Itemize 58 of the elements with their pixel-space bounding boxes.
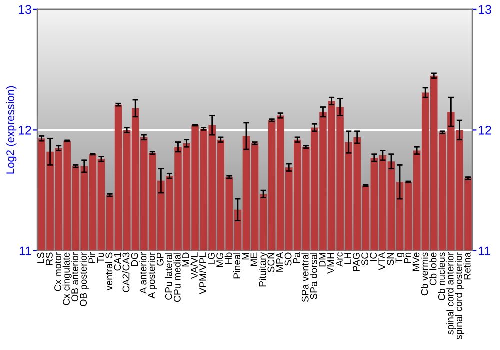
x-tick-label: A anterior	[140, 252, 147, 294]
x-tick-label: SC	[362, 252, 368, 266]
x-tick-label: SPa ventral	[302, 252, 309, 302]
y-tick-label: 11	[20, 246, 32, 256]
y2-tick-label: 11	[479, 246, 490, 256]
x-tick-label: Tg	[396, 252, 405, 264]
x-tick-label: DM	[319, 253, 326, 267]
x-tick-label: A posterior	[148, 252, 158, 299]
x-tick-label: LG	[208, 253, 215, 265]
x-tick-label: Cb nucleus	[438, 252, 446, 300]
x-tick-label: CPu medial	[174, 252, 181, 302]
x-tick-label: Pn	[404, 252, 412, 264]
x-tick-label: MG	[216, 253, 224, 268]
x-tick-label: spinal cord posterior	[455, 252, 464, 340]
x-tick-label: VMH	[328, 253, 334, 274]
y-tick-label: 12	[18, 126, 32, 135]
x-tick-label: MD	[182, 252, 190, 267]
x-tick-label: spinal cord anterior	[446, 252, 456, 335]
x-tick-label: VA/VL	[190, 252, 198, 280]
x-tick-label: SCN	[268, 253, 275, 272]
x-tick-label: LH	[344, 253, 352, 264]
x-tick-label: Cb lobe	[430, 252, 437, 286]
x-tick-label: SN	[387, 253, 394, 266]
x-tick-label: MPA	[276, 252, 284, 272]
x-tick-label: Tu	[97, 252, 104, 264]
x-tick-label: SO	[284, 252, 292, 266]
x-tick-label: Hb	[224, 252, 232, 264]
x-tick-label: Pituitary	[259, 252, 268, 287]
x-tick-label: IC	[370, 252, 378, 262]
y-tick-label: 13	[18, 5, 32, 14]
x-tick-label: CA2/CA3	[122, 252, 130, 292]
x-tick-label: PAG	[353, 253, 360, 272]
x-tick-label: Cx motor	[54, 252, 62, 292]
x-tick-label: OB posterior	[80, 252, 89, 306]
y-axis-title: Log2 (expression)	[6, 86, 17, 174]
x-tick-label: ME	[250, 252, 258, 266]
x-tick-label: Pir	[88, 252, 96, 264]
x-tick-label: Pa	[293, 252, 300, 264]
x-tick-label: Pineal	[233, 252, 241, 279]
x-tick-label: CPu lateral	[165, 252, 172, 300]
x-tick-label: MVe	[412, 252, 420, 271]
x-tick-label: M	[242, 253, 249, 260]
x-tick-label: Retina	[464, 252, 471, 280]
x-tick-label: GP	[156, 252, 164, 266]
x-tick-label: CA1	[114, 252, 122, 271]
x-tick-label: Arc	[336, 252, 343, 267]
x-tick-label: Cb vermis	[421, 252, 428, 296]
x-tick-label: Cx cingulate	[62, 252, 72, 306]
x-tick-label: VPM/VPL	[199, 252, 206, 294]
x-tick-label: RS	[46, 252, 53, 266]
x-tick-label: LS	[37, 252, 44, 264]
x-tick-label: SPa dorsal	[310, 252, 318, 300]
y2-tick-label: 13	[479, 5, 492, 14]
x-tick-label: VTA	[378, 252, 386, 270]
x-tick-label: DG	[131, 253, 138, 266]
x-tick-label: OB anterior	[71, 252, 78, 302]
x-tick-label: ventral S	[105, 252, 113, 291]
y2-tick-label: 12	[479, 126, 492, 135]
